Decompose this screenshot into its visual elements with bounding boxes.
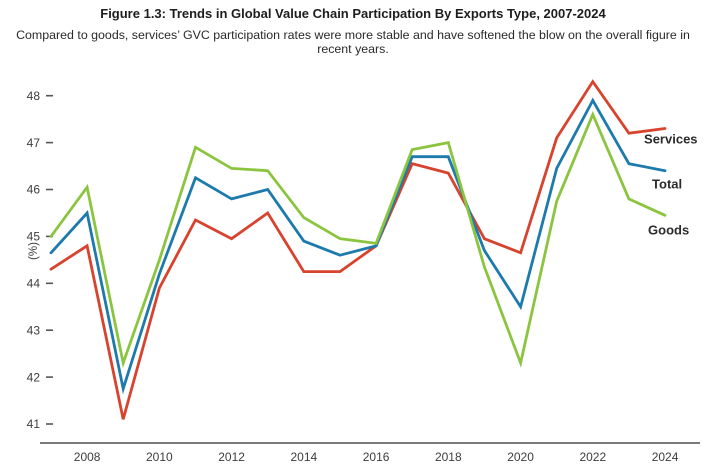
y-tick-label: 46 — [27, 183, 41, 197]
legend-label-services: Services — [644, 132, 698, 147]
series-line-total — [49, 97, 667, 395]
series-line-goods — [49, 110, 667, 369]
y-tick-label: 41 — [27, 417, 41, 431]
legend-label-goods: Goods — [648, 222, 689, 237]
x-tick-label: 2018 — [435, 450, 462, 464]
y-tick-label: 42 — [27, 370, 41, 384]
y-tick-label: 43 — [27, 323, 41, 337]
x-tick-label: 2024 — [652, 450, 679, 464]
legend-label-total: Total — [652, 177, 682, 192]
x-tick-label: 2016 — [363, 450, 390, 464]
figure-subtitle: Compared to goods, services’ GVC partici… — [16, 28, 690, 56]
y-tick-label: 45 — [27, 230, 41, 244]
x-tick-label: 2020 — [507, 450, 534, 464]
figure-title: Figure 1.3: Trends in Global Value Chain… — [100, 6, 606, 21]
x-tick-label: 2022 — [579, 450, 606, 464]
x-tick-label: 2014 — [290, 450, 317, 464]
y-axis-unit-label: (%) — [28, 242, 40, 260]
x-tick-label: 2010 — [146, 450, 173, 464]
series-line-services — [49, 79, 667, 420]
y-tick-label: 44 — [27, 277, 41, 291]
y-tick-label: 48 — [27, 89, 41, 103]
x-tick-label: 2012 — [218, 450, 245, 464]
y-tick-label: 47 — [27, 136, 41, 150]
x-tick-label: 2008 — [74, 450, 101, 464]
